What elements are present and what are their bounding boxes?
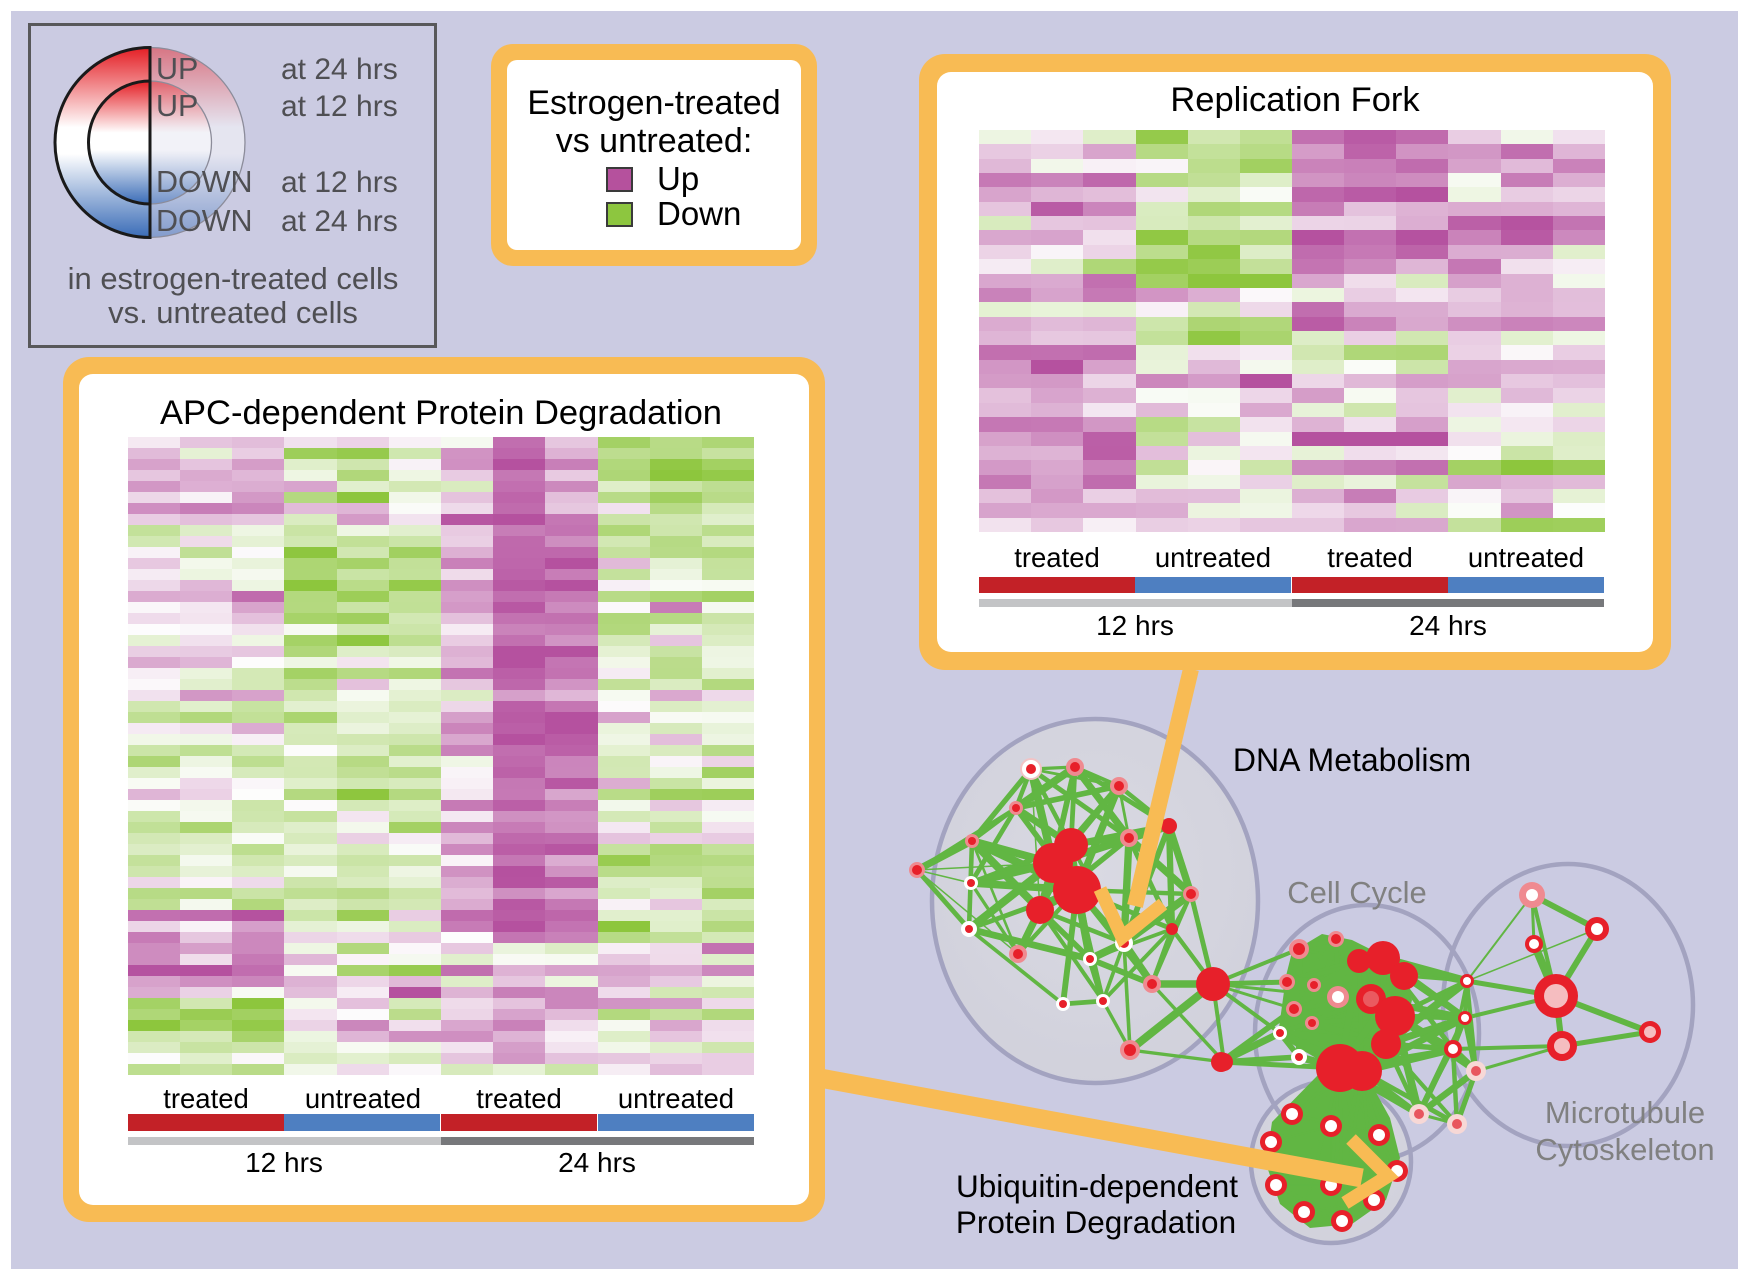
svg-text:at 24 hrs: at 24 hrs <box>281 205 398 238</box>
svg-text:Cytoskeleton: Cytoskeleton <box>1535 1132 1714 1167</box>
svg-text:at 12 hrs: at 12 hrs <box>281 166 398 199</box>
svg-text:Up: Up <box>657 160 699 197</box>
svg-text:12 hrs: 12 hrs <box>245 1147 323 1178</box>
svg-text:untreated: untreated <box>1468 542 1584 573</box>
svg-text:Ubiquitin-dependent: Ubiquitin-dependent <box>956 1168 1238 1204</box>
svg-text:APC-dependent Protein Degradat: APC-dependent Protein Degradation <box>160 394 722 432</box>
svg-text:Cell Cycle: Cell Cycle <box>1287 875 1427 910</box>
svg-text:Down: Down <box>657 195 741 232</box>
svg-text:vs. untreated cells: vs. untreated cells <box>108 295 358 330</box>
svg-text:Replication Fork: Replication Fork <box>1170 81 1420 119</box>
svg-text:in estrogen-treated cells: in estrogen-treated cells <box>68 261 399 296</box>
svg-text:Estrogen-treated: Estrogen-treated <box>527 84 780 122</box>
svg-text:12 hrs: 12 hrs <box>1096 610 1174 641</box>
svg-text:treated: treated <box>163 1083 249 1114</box>
svg-text:treated: treated <box>1014 542 1100 573</box>
svg-text:untreated: untreated <box>305 1083 421 1114</box>
svg-text:DOWN: DOWN <box>156 165 253 199</box>
svg-text:24 hrs: 24 hrs <box>1409 610 1487 641</box>
svg-text:UP: UP <box>156 52 198 86</box>
svg-text:at 12 hrs: at 12 hrs <box>281 90 398 123</box>
svg-text:untreated: untreated <box>618 1083 734 1114</box>
svg-text:UP: UP <box>156 89 198 123</box>
svg-text:at 24 hrs: at 24 hrs <box>281 53 398 86</box>
svg-text:Microtubule: Microtubule <box>1545 1095 1705 1130</box>
svg-text:24 hrs: 24 hrs <box>558 1147 636 1178</box>
svg-text:DNA Metabolism: DNA Metabolism <box>1233 742 1471 778</box>
svg-text:untreated: untreated <box>1155 542 1271 573</box>
svg-text:Protein Degradation: Protein Degradation <box>956 1204 1236 1240</box>
svg-text:vs untreated:: vs untreated: <box>556 122 753 160</box>
svg-text:DOWN: DOWN <box>156 204 253 238</box>
svg-text:treated: treated <box>1327 542 1413 573</box>
svg-text:treated: treated <box>476 1083 562 1114</box>
